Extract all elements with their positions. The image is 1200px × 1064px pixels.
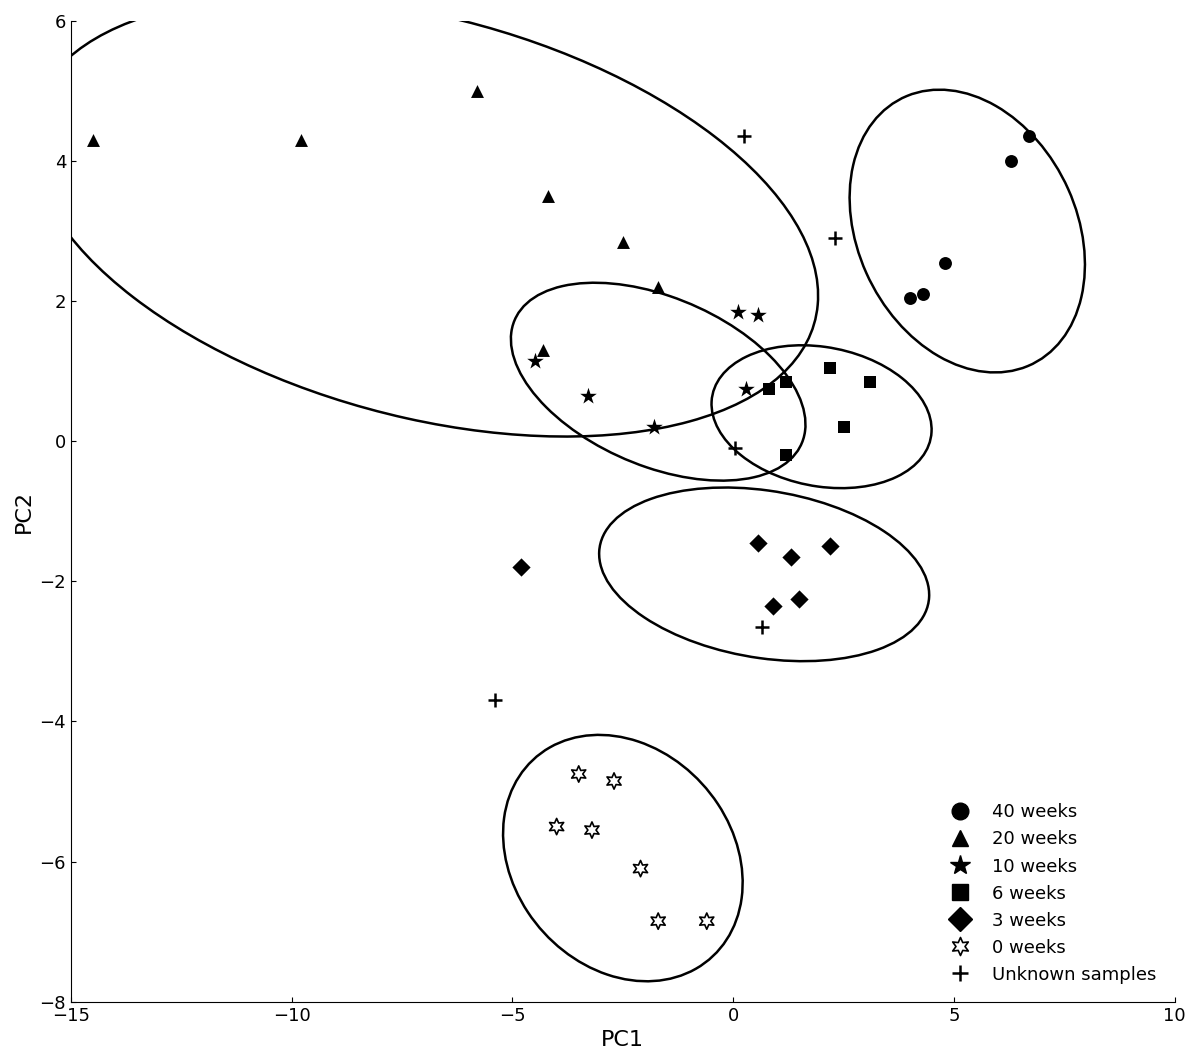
Point: [834, 419, 853, 436]
Point: [578, 387, 598, 404]
Point: [913, 285, 932, 302]
Point: [1020, 128, 1039, 145]
Point: [1002, 152, 1021, 169]
Point: [821, 537, 840, 554]
Point: [860, 373, 880, 390]
Point: [752, 618, 772, 635]
Point: [748, 534, 767, 551]
Point: [631, 860, 650, 877]
Point: [758, 380, 778, 397]
Point: [776, 447, 796, 464]
Point: [790, 591, 809, 608]
Point: [582, 821, 601, 838]
Point: [290, 132, 310, 149]
Point: [936, 254, 955, 271]
Point: [748, 306, 767, 323]
Point: [726, 439, 745, 456]
Point: [763, 597, 782, 614]
Point: [468, 82, 487, 99]
Point: [613, 233, 632, 250]
Point: [511, 559, 530, 576]
Point: [776, 373, 796, 390]
Point: [547, 818, 566, 835]
Point: [734, 128, 754, 145]
Point: [539, 187, 558, 204]
Point: [524, 352, 544, 369]
Point: [534, 342, 553, 359]
Point: [826, 230, 845, 247]
Point: [781, 548, 800, 565]
Point: [900, 289, 919, 306]
Point: [728, 303, 748, 320]
Point: [821, 360, 840, 377]
Point: [84, 132, 103, 149]
Y-axis label: PC2: PC2: [14, 489, 34, 533]
Point: [569, 765, 588, 782]
Point: [485, 692, 504, 709]
X-axis label: PC1: PC1: [601, 1030, 644, 1050]
Point: [648, 279, 667, 296]
Point: [605, 772, 624, 789]
Legend: 40 weeks, 20 weeks, 10 weeks, 6 weeks, 3 weeks, 0 weeks, Unknown samples: 40 weeks, 20 weeks, 10 weeks, 6 weeks, 3…: [932, 795, 1165, 993]
Point: [648, 913, 667, 930]
Point: [644, 419, 664, 436]
Point: [737, 380, 756, 397]
Point: [697, 913, 716, 930]
